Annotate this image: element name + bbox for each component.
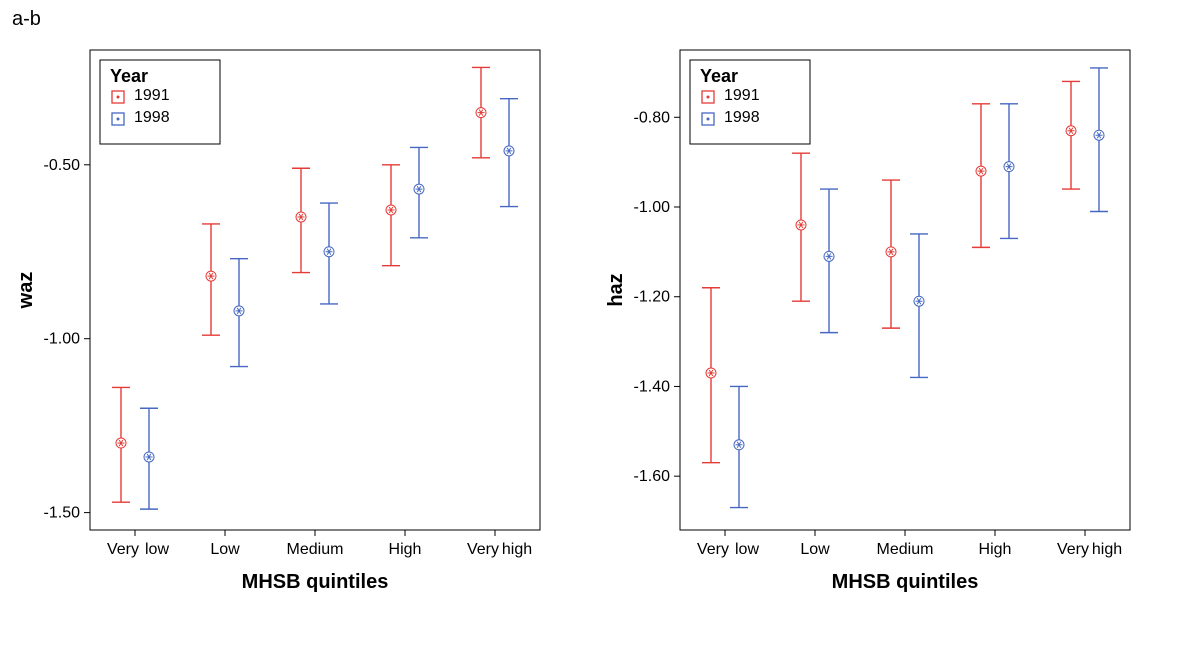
x-axis-title: MHSB quintiles	[832, 571, 979, 593]
x-tick-label: low	[735, 541, 759, 558]
legend-swatch-dot	[707, 96, 710, 99]
legend-item-label: 1998	[134, 109, 170, 126]
x-tick-label: High	[389, 541, 422, 558]
chart-svg-haz: -0.80-1.00-1.20-1.40-1.60VerylowLowMediu…	[590, 30, 1150, 630]
legend-swatch-dot	[117, 118, 120, 121]
x-tick-label: Very	[697, 541, 729, 558]
y-axis-title: waz	[15, 272, 37, 310]
legend-item-label: 1991	[134, 87, 170, 104]
y-tick-label: -1.00	[44, 331, 81, 348]
x-axis-title: MHSB quintiles	[242, 571, 389, 593]
chart-haz: -0.80-1.00-1.20-1.40-1.60VerylowLowMediu…	[590, 30, 1150, 630]
charts-row: -0.50-1.00-1.50VerylowLowMediumHighVeryh…	[0, 30, 1200, 630]
x-tick-label: High	[979, 541, 1012, 558]
figure-container: a-b -0.50-1.00-1.50VerylowLowMediumHighV…	[0, 0, 1200, 647]
panel-label: a-b	[12, 8, 41, 31]
x-tick-label: Very	[107, 541, 139, 558]
x-tick-label: high	[1092, 541, 1122, 558]
y-tick-label: -1.20	[634, 289, 671, 306]
chart-waz: -0.50-1.00-1.50VerylowLowMediumHighVeryh…	[0, 30, 560, 630]
x-tick-label: Very	[1057, 541, 1089, 558]
y-axis-title: haz	[605, 273, 627, 306]
x-tick-label: Medium	[287, 541, 344, 558]
y-tick-label: -0.80	[634, 109, 671, 126]
x-tick-label: Low	[800, 541, 830, 558]
chart-svg-waz: -0.50-1.00-1.50VerylowLowMediumHighVeryh…	[0, 30, 560, 630]
x-tick-label: low	[145, 541, 169, 558]
legend-item-label: 1991	[724, 87, 760, 104]
legend-item-label: 1998	[724, 109, 760, 126]
y-tick-label: -1.50	[44, 505, 81, 522]
x-tick-label: Medium	[877, 541, 934, 558]
legend-title: Year	[700, 66, 738, 86]
x-tick-label: Low	[210, 541, 240, 558]
y-tick-label: -1.40	[634, 378, 671, 395]
y-tick-label: -1.00	[634, 199, 671, 216]
x-tick-label: high	[502, 541, 532, 558]
legend-swatch-dot	[117, 96, 120, 99]
y-tick-label: -0.50	[44, 157, 81, 174]
legend-swatch-dot	[707, 118, 710, 121]
y-tick-label: -1.60	[634, 468, 671, 485]
legend-title: Year	[110, 66, 148, 86]
x-tick-label: Very	[467, 541, 499, 558]
